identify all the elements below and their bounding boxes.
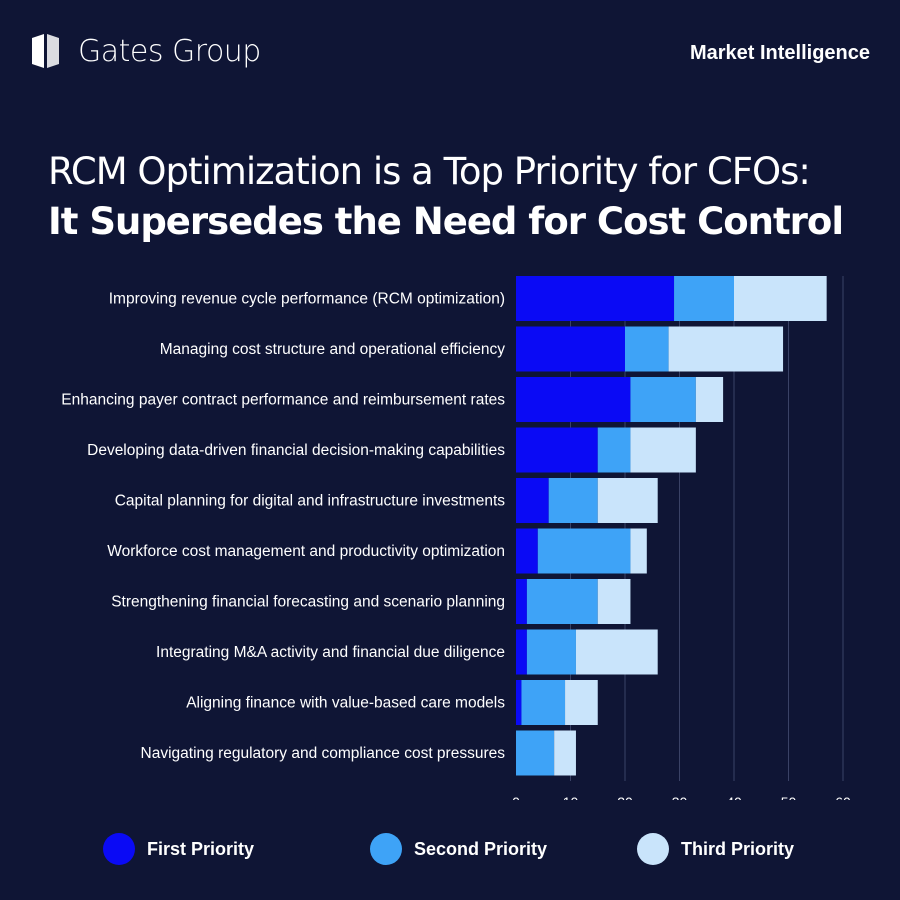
- bar-segment: [630, 377, 696, 422]
- page-title: RCM Optimization is a Top Priority for C…: [48, 148, 868, 248]
- category-label: Integrating M&A activity and financial d…: [156, 644, 505, 661]
- category-label: Aligning finance with value-based care m…: [186, 695, 505, 712]
- legend-label-second: Second Priority: [414, 838, 548, 859]
- legend-label-first: First Priority: [147, 838, 255, 859]
- bar-segment: [597, 478, 658, 523]
- bar-segment: [516, 326, 625, 372]
- x-tick-label: 50: [781, 794, 797, 800]
- x-tick-label: 20: [617, 794, 633, 800]
- bar-segment: [516, 730, 555, 776]
- bar-segment: [516, 478, 549, 523]
- category-label: Capital planning for digital and infrast…: [115, 493, 506, 510]
- x-tick-label: 30: [672, 794, 688, 800]
- bar-segment: [695, 377, 724, 422]
- brand-logo: Gates Group: [32, 32, 261, 70]
- legend-item-second: Second Priority: [370, 833, 547, 865]
- category-label: Strengthening financial forecasting and …: [111, 594, 505, 611]
- legend-swatch-first: [103, 833, 135, 865]
- bar-segment: [537, 528, 631, 574]
- brand-name: Gates Group: [78, 33, 261, 69]
- x-tick-label: 40: [726, 794, 742, 800]
- bar-segment: [597, 427, 631, 473]
- bar-segment: [554, 730, 576, 776]
- bar-segment: [630, 528, 647, 574]
- x-tick-label: 60: [835, 794, 851, 800]
- bar-segment: [521, 680, 566, 725]
- bar-segment: [734, 276, 827, 321]
- legend-swatch-third: [637, 833, 669, 865]
- bar-segment: [516, 680, 522, 725]
- bar-segment: [597, 579, 631, 624]
- category-label: Workforce cost management and productivi…: [107, 543, 505, 560]
- legend-item-first: First Priority: [103, 833, 254, 865]
- bar-segment: [674, 276, 734, 321]
- bar-segment: [516, 528, 538, 574]
- bar-segment: [630, 427, 696, 473]
- bar-segment: [565, 680, 598, 725]
- category-label: Navigating regulatory and compliance cos…: [141, 745, 506, 762]
- gates-logo-icon: [32, 34, 59, 68]
- x-tick-label: 0: [512, 794, 520, 800]
- section-label: Market Intelligence: [689, 42, 870, 64]
- legend-label-third: Third Priority: [681, 838, 795, 859]
- chart-legend: First Priority Second Priority Third Pri…: [103, 833, 863, 869]
- bar-segment: [516, 427, 598, 473]
- bar-segment: [516, 377, 631, 422]
- title-line-1: RCM Optimization is a Top Priority for C…: [48, 150, 811, 193]
- category-label: Improving revenue cycle performance (RCM…: [109, 291, 505, 308]
- category-label: Developing data-driven financial decisio…: [87, 442, 505, 459]
- legend-item-third: Third Priority: [637, 833, 794, 865]
- x-tick-label: 10: [563, 794, 579, 800]
- category-label: Enhancing payer contract performance and…: [61, 392, 505, 409]
- bar-segment: [668, 326, 784, 372]
- bar-segment: [526, 629, 576, 675]
- bar-segment: [516, 579, 527, 624]
- bar-segment: [625, 326, 669, 372]
- bar-segment: [526, 579, 598, 624]
- title-line-2: It Supersedes the Need for Cost Control: [48, 200, 844, 243]
- priority-bar-chart: Improving revenue cycle performance (RCM…: [61, 276, 851, 800]
- bar-segment: [516, 276, 675, 321]
- bar-segment: [575, 629, 658, 675]
- bar-segment: [516, 629, 527, 675]
- bar-segment: [548, 478, 598, 523]
- category-label: Managing cost structure and operational …: [160, 341, 505, 358]
- legend-swatch-second: [370, 833, 402, 865]
